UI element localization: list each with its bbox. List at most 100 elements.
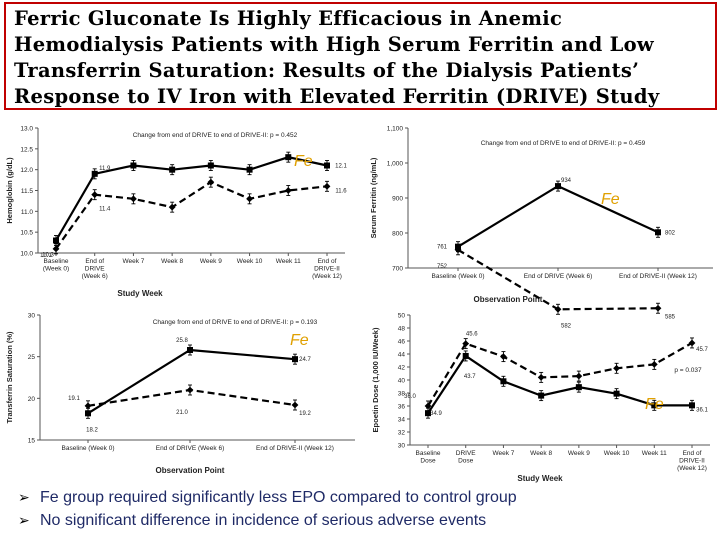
fe-group-label: Fe [645,396,664,413]
data-point [688,339,696,347]
x-tick-label: End of DRIVE-II (Week 12) [619,273,697,280]
data-label: 11.9 [99,166,111,172]
data-point [91,170,98,177]
x-tick-label: Week 10 [237,258,263,265]
data-label: 12.1 [335,164,347,170]
x-tick-label: Baseline (Week 0) [432,273,485,280]
data-point [324,162,330,169]
data-point [500,378,507,385]
x-tick-label: End of [683,450,702,457]
data-point [554,305,562,313]
data-label: 10.3 [42,253,54,259]
y-tick-label: 15 [28,438,36,445]
y-tick-label: 42 [398,365,406,372]
data-point [575,372,583,380]
y-tick-label: 30 [28,313,36,320]
x-tick-label: Week 11 [276,258,301,265]
bullet-item: ➢ No significant difference in incidence… [18,509,708,532]
x-tick-label: Week 7 [122,258,144,265]
y-tick-label: 38 [398,391,406,398]
data-point [425,410,431,417]
data-label: 934 [561,178,572,184]
serum-ferritin-chart: 700 800 900 1,000 1,100 Baseline (Week 0) End … [369,126,713,329]
fe-group-label: Fe [290,332,309,349]
data-point [284,187,292,194]
data-label: 34.9 [430,411,442,417]
data-point [654,304,662,312]
p-value-annotation: p = 0.037 [674,367,702,374]
x-tick-label: (Week 12) [677,465,707,472]
series-line-fe [87,348,296,415]
x-tick-label: Baseline [416,450,441,457]
p-value-annotation: Change from end of DRIVE to end of DRIVE… [481,140,646,147]
data-point [323,182,331,190]
data-point [613,364,620,372]
arrow-bullet-icon: ➢ [18,489,30,506]
y-tick-label: 700 [392,266,403,273]
y-tick-label: 25 [28,354,36,361]
y-tick-label: 800 [392,231,403,238]
data-point [689,402,695,409]
data-point [91,191,99,199]
title-line-3: Transferrin Saturation: Results of the D… [14,59,640,82]
data-label: 45.7 [696,347,708,353]
x-tick-label: End of DRIVE (Week 6) [156,445,225,452]
data-point [169,166,176,173]
y-tick-label: 40 [398,378,406,385]
y-tick-label: 20 [28,396,36,403]
epoetin-dose-chart: 3032343638404244464850BaselineDoseDRIVED… [371,313,710,483]
x-tick-label: Week 8 [530,450,552,457]
data-point [555,183,561,190]
x-axis-title: Study Week [517,474,563,483]
x-tick-label: Week 11 [642,450,667,457]
y-tick-label: 32 [398,430,406,437]
x-tick-label: End of [85,258,104,265]
x-axis-title: Observation Point [156,466,225,475]
data-point [462,340,470,347]
x-tick-label: (Week 0) [43,266,69,273]
data-point [186,386,194,394]
data-label: 18.2 [86,427,98,433]
data-point [613,390,620,397]
x-tick-label: Week 7 [492,450,514,457]
data-label: 761 [437,245,448,251]
x-tick-label: DRIVE-II [314,266,340,273]
data-point [246,195,253,203]
data-point [187,347,193,353]
data-point [538,392,545,399]
p-value-annotation: Change from end of DRIVE to end of DRIVE… [153,319,318,326]
x-tick-label: End of [318,258,337,265]
data-point [207,178,215,186]
fe-group-label: Fe [294,153,313,170]
y-axis-title: Transferrin Saturation (%) [5,331,14,424]
y-tick-label: 1,000 [387,161,404,168]
title-line-1: Ferric Gluconate Is Highly Efficacious i… [14,7,563,30]
data-label: 11.4 [99,207,111,213]
series-line-control [55,180,328,250]
data-label: 582 [561,323,572,329]
x-tick-label: Baseline (Week 0) [62,445,115,452]
x-axis-title: Observation Point [474,295,543,304]
data-label: 10.1 [40,253,52,259]
y-tick-label: 12.0 [20,167,33,174]
y-tick-label: 48 [398,326,406,333]
data-point [53,237,59,244]
data-point [285,154,292,161]
y-tick-label: 900 [392,196,403,203]
data-point [291,401,299,409]
bullet-item: ➢ Fe group required significantly less E… [18,486,708,509]
series-line-fe [55,156,328,242]
x-tick-label: DRIVE [456,450,477,457]
bullet-text: No significant difference in incidence o… [40,511,487,529]
bullet-list: ➢ Fe group required significantly less E… [18,486,708,532]
x-tick-label: End of DRIVE-II (Week 12) [256,445,334,452]
x-tick-label: (Week 6) [82,273,108,280]
y-axis-title: Epoetin Dose (1,000 IU/Week) [371,327,380,432]
y-tick-label: 11.5 [21,188,34,195]
data-point [246,166,253,173]
y-tick-label: 30 [398,443,406,450]
data-point [650,361,658,368]
data-label: 36.1 [696,407,708,413]
data-point [84,402,92,410]
x-tick-label: Baseline [44,258,69,265]
